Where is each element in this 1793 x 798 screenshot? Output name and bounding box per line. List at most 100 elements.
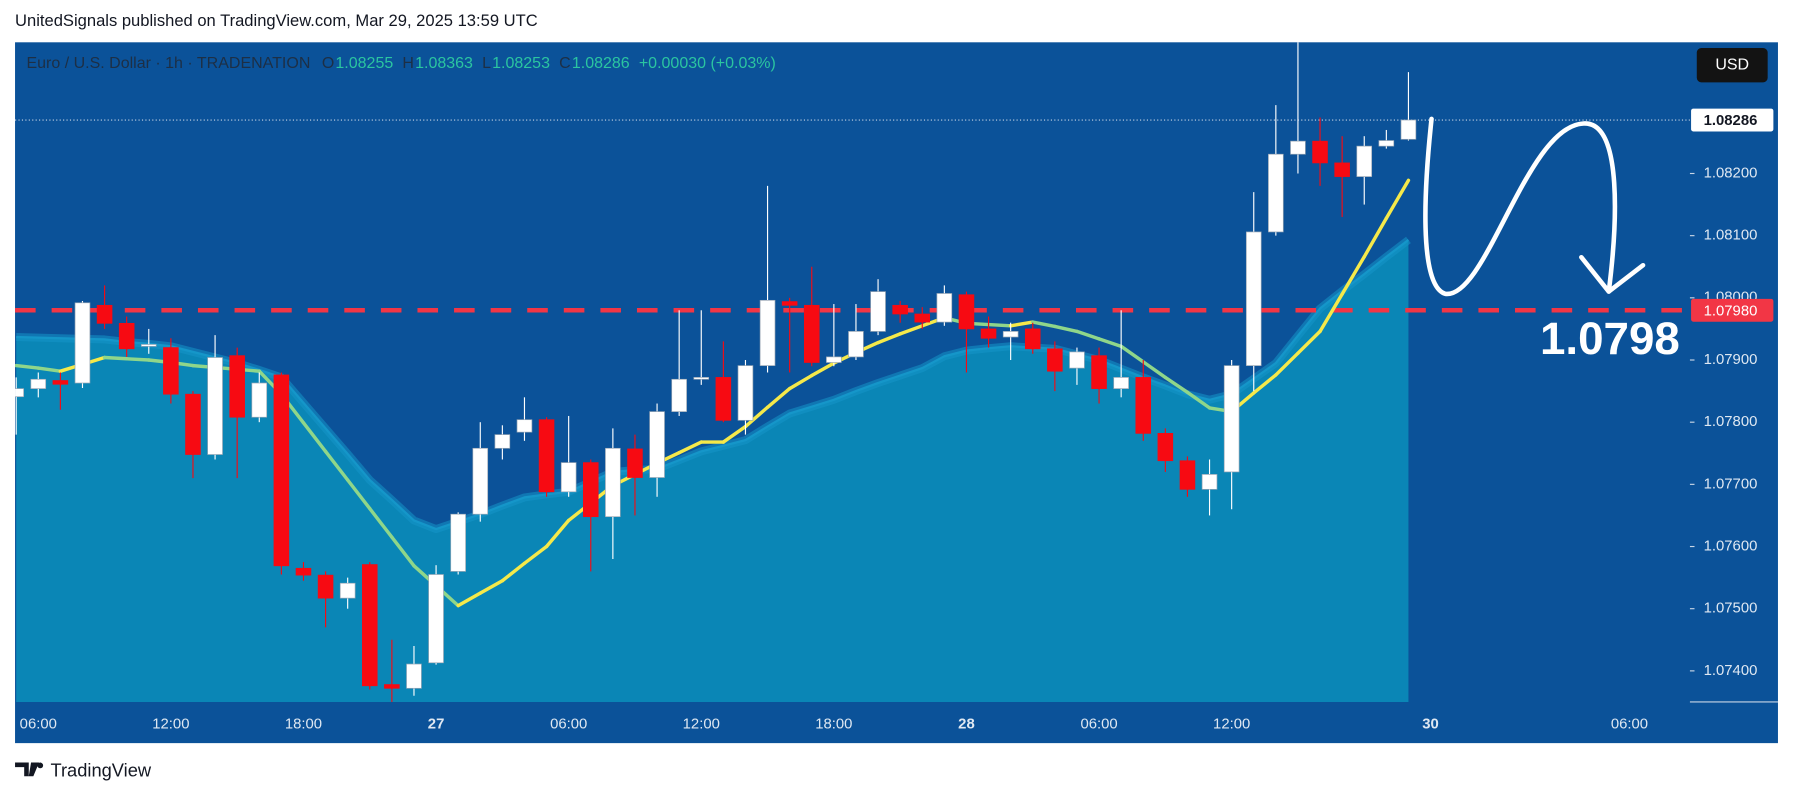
ma-segment bbox=[1031, 320, 1057, 329]
ma-segment bbox=[1318, 292, 1344, 334]
y-tick-label: 1.07600 bbox=[1704, 538, 1758, 554]
candle-body bbox=[1334, 162, 1350, 177]
x-tick-label: 06:00 bbox=[1080, 717, 1117, 733]
last-price-box bbox=[1691, 108, 1774, 132]
candle-body bbox=[207, 357, 223, 455]
candle-body bbox=[295, 567, 312, 576]
candle-body bbox=[384, 684, 400, 689]
candle-body bbox=[15, 388, 24, 398]
candle-body bbox=[1047, 348, 1063, 372]
candle-body bbox=[649, 411, 665, 478]
ma-segment bbox=[1119, 344, 1145, 364]
x-tick-label: 18:00 bbox=[285, 717, 322, 733]
ma-segment bbox=[721, 424, 748, 444]
ma-segment bbox=[478, 579, 505, 595]
candle-body bbox=[715, 377, 732, 421]
y-tick-label: 1.08200 bbox=[1704, 165, 1758, 181]
candle-body bbox=[30, 378, 47, 389]
x-tick-label: 18:00 bbox=[815, 717, 852, 733]
symbol-title: Euro / U.S. Dollar · 1h · TRADENATION bbox=[26, 55, 310, 72]
candle-body bbox=[826, 356, 842, 363]
ma-segment bbox=[743, 405, 770, 429]
ohlc-value: 1.08286 bbox=[572, 55, 630, 72]
last-price-label: 1.08286 bbox=[1704, 113, 1758, 129]
candle-body bbox=[538, 419, 555, 493]
x-tick-label: 06:00 bbox=[20, 717, 57, 733]
candle-body bbox=[516, 419, 533, 433]
candle-body bbox=[1223, 365, 1240, 473]
level-price-box bbox=[1691, 298, 1774, 322]
drawn-arrow-head bbox=[1579, 254, 1646, 294]
plot-area bbox=[15, 42, 1690, 702]
brand-logo bbox=[15, 762, 44, 777]
ma-segment bbox=[102, 355, 129, 361]
ma-segment bbox=[1296, 329, 1322, 355]
candle-body bbox=[605, 447, 621, 518]
ohlc-value: 1.08363 bbox=[415, 55, 473, 72]
ma-segment bbox=[1163, 375, 1190, 395]
ma-segment bbox=[1097, 337, 1123, 349]
ma-segment bbox=[368, 506, 394, 539]
candle-body bbox=[317, 574, 334, 599]
level-annotation: 1.0798 bbox=[1540, 313, 1680, 364]
candle-body bbox=[803, 304, 820, 363]
candle-body bbox=[781, 301, 798, 306]
ma-segment bbox=[301, 421, 328, 454]
candle-body bbox=[1312, 140, 1328, 164]
ma-segment bbox=[898, 324, 924, 336]
candle-body bbox=[582, 462, 599, 518]
candle-body bbox=[759, 299, 776, 366]
x-tick-label: 28 bbox=[958, 717, 975, 733]
ohlc-value: 1.08255 bbox=[335, 55, 393, 72]
currency-button[interactable] bbox=[1696, 48, 1768, 83]
ma-segment bbox=[1340, 255, 1366, 296]
y-tick-label: 1.08100 bbox=[1704, 228, 1758, 244]
ma-segment bbox=[390, 535, 416, 568]
candle-body bbox=[936, 293, 953, 323]
ma-segment bbox=[345, 478, 372, 511]
candle-body bbox=[1245, 231, 1262, 366]
ma-segment bbox=[1075, 329, 1101, 341]
candle-body bbox=[185, 393, 201, 455]
y-tick-label: 1.07700 bbox=[1704, 476, 1758, 492]
candle-body bbox=[339, 582, 356, 599]
brand-name: TradingView bbox=[50, 760, 151, 781]
attribution: UnitedSignals published on TradingView.c… bbox=[15, 11, 538, 30]
ma-segment bbox=[1008, 320, 1035, 328]
candle-body bbox=[406, 663, 422, 689]
drawn-arrow bbox=[1423, 116, 1618, 297]
ma-segment bbox=[1384, 178, 1411, 220]
candle-body bbox=[74, 302, 91, 384]
candle-body bbox=[1400, 119, 1417, 140]
candle-body bbox=[1135, 377, 1152, 434]
y-tick-label: 1.07800 bbox=[1704, 414, 1758, 430]
x-tick-label: 06:00 bbox=[550, 717, 587, 733]
ma-segment bbox=[810, 361, 836, 378]
candle-body bbox=[118, 322, 135, 350]
candle-body bbox=[980, 328, 997, 339]
band-line-edge bbox=[16, 239, 1410, 531]
candle-body bbox=[892, 304, 908, 315]
candle-body bbox=[1378, 140, 1395, 147]
ma-segment bbox=[500, 561, 527, 583]
candle-body bbox=[1113, 377, 1129, 389]
ma-segment bbox=[677, 440, 703, 455]
candle-body bbox=[1091, 355, 1107, 389]
candle-body bbox=[1356, 145, 1373, 177]
candle-body bbox=[494, 434, 511, 449]
candle-body bbox=[450, 513, 466, 572]
ohlc-key: H bbox=[402, 55, 414, 72]
ma-segment bbox=[522, 544, 549, 566]
candle-body bbox=[737, 365, 754, 421]
ma-segment bbox=[15, 363, 40, 370]
candle-body bbox=[428, 574, 444, 664]
x-tick-label: 12:00 bbox=[683, 717, 720, 733]
ma-segment bbox=[1252, 373, 1278, 395]
currency-label: USD bbox=[1715, 56, 1749, 73]
candle-body bbox=[1268, 153, 1284, 233]
x-tick-label: 06:00 bbox=[1611, 717, 1648, 733]
y-tick-label: 1.07500 bbox=[1704, 601, 1758, 617]
candle-body bbox=[362, 564, 378, 687]
